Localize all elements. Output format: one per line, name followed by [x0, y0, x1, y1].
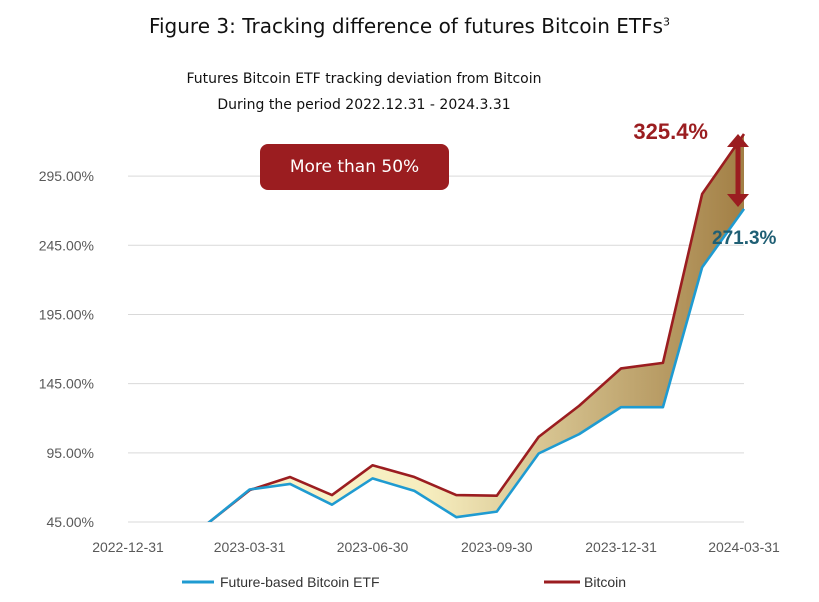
x-tick-label: 2023-12-31 — [585, 539, 657, 555]
x-tick-label: 2023-06-30 — [337, 539, 409, 555]
deviation-badge: More than 50% — [260, 144, 449, 190]
chart-subtitle-line1: Futures Bitcoin ETF tracking deviation f… — [186, 71, 542, 87]
figure-title: Figure 3: Tracking difference of futures… — [0, 14, 819, 38]
legend-label-futures-etf: Future-based Bitcoin ETF — [220, 574, 380, 590]
x-tick-label: 2022-12-31 — [92, 539, 164, 555]
y-tick-label: 295.00% — [39, 168, 94, 184]
annotations: 325.4% 271.3% — [633, 119, 776, 249]
series-line-bitcoin — [207, 133, 746, 522]
y-tick-label: 95.00% — [47, 445, 94, 461]
legend: Future-based Bitcoin ETF Bitcoin — [182, 574, 626, 590]
x-tick-label: 2023-03-31 — [214, 539, 286, 555]
bitcoin-end-value-label: 325.4% — [633, 119, 708, 144]
series-line-futures-etf — [207, 208, 746, 522]
deviation-fill — [209, 134, 744, 522]
axis-ticks: 45.00% 95.00% 145.00% 195.00% 245.00% 295.00%… — [39, 168, 780, 555]
figure-title-text: Figure 3: Tracking difference of futures… — [148, 14, 664, 38]
chart-subtitle-line2: During the period 2022.12.31 - 2024.3.31 — [217, 97, 511, 113]
y-tick-label: 145.00% — [39, 376, 94, 392]
gap-arrow-head-down — [727, 194, 749, 207]
series-lines — [207, 133, 746, 522]
x-tick-label: 2024-03-31 — [708, 539, 780, 555]
y-tick-label: 245.00% — [39, 237, 94, 253]
y-tick-label: 45.00% — [47, 514, 94, 530]
deviation-area — [209, 134, 744, 522]
etf-end-value-label: 271.3% — [712, 228, 777, 249]
figure-title-footnote: 3 — [663, 15, 671, 29]
y-tick-label: 195.00% — [39, 306, 94, 322]
gridlines — [128, 175, 744, 523]
x-tick-label: 2023-09-30 — [461, 539, 533, 555]
legend-label-bitcoin: Bitcoin — [584, 574, 626, 590]
gap-arrow-head-up — [727, 134, 749, 147]
